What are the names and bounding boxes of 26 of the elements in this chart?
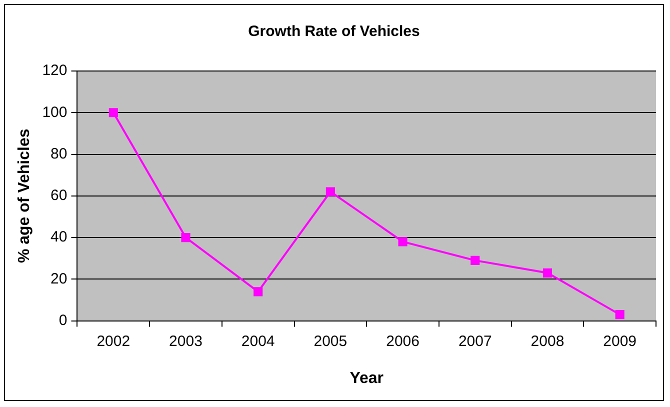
- y-tick-label: 40: [50, 228, 68, 246]
- x-axis-title: Year: [350, 370, 384, 387]
- point: [470, 256, 480, 265]
- x-tick-label: 2008: [530, 332, 564, 350]
- y-tick-label: 120: [42, 62, 68, 80]
- y-axis-title: % age of Vehicles: [16, 128, 34, 264]
- point: [615, 310, 624, 320]
- x-tick-label: 2002: [96, 332, 130, 350]
- point: [326, 187, 335, 196]
- x-tick-label: 2003: [169, 332, 202, 350]
- point: [181, 233, 190, 242]
- chart-title: Growth Rate of Vehicles: [248, 23, 420, 40]
- x-tick-label: 2006: [386, 332, 420, 350]
- y-tick-label: 80: [50, 145, 68, 162]
- x-tick-label: 2005: [314, 332, 348, 350]
- y-tick-label: 100: [42, 104, 68, 121]
- y-tick-label: 0: [58, 312, 68, 329]
- point: [108, 108, 118, 118]
- point: [398, 237, 408, 246]
- x-tick-label: 2007: [458, 332, 492, 350]
- x-tick-label: 2004: [241, 332, 275, 350]
- point: [542, 268, 552, 278]
- x-tick-label: 2009: [603, 332, 637, 350]
- y-tick-label: 60: [50, 187, 68, 204]
- point: [254, 287, 263, 296]
- y-tick-label: 20: [50, 270, 68, 288]
